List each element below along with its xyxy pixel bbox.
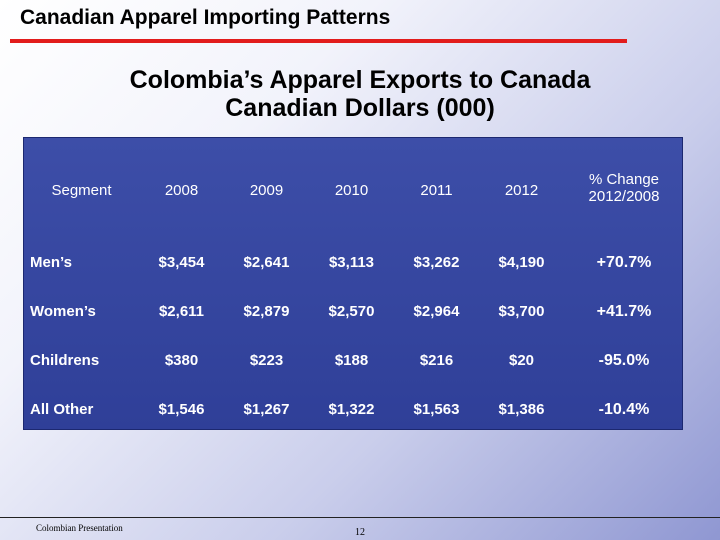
exports-table-panel: Segment 2008 2009 2010 2011 2012 % Chang… <box>23 137 683 430</box>
table-row: Women’s $2,611 $2,879 $2,570 $2,964 $3,7… <box>24 287 684 336</box>
cell-pct-change: -95.0% <box>598 351 650 369</box>
slide-subtitle: Colombia’s Apparel Exports to Canada Can… <box>0 66 720 122</box>
cell-value: $2,964 <box>413 303 460 320</box>
column-header-2011: 2011 <box>420 181 453 199</box>
cell-value: $1,322 <box>328 401 375 418</box>
footer-divider <box>0 517 720 518</box>
subtitle-line-1: Colombia’s Apparel Exports to Canada <box>129 66 591 94</box>
cell-value: $3,262 <box>413 254 460 271</box>
cell-value: $2,641 <box>243 254 290 271</box>
cell-value: $3,454 <box>158 254 205 271</box>
table-row: All Other $1,546 $1,267 $1,322 $1,563 $1… <box>24 385 684 434</box>
cell-pct-change: -10.4% <box>598 400 650 418</box>
row-label-womens: Women’s <box>30 303 96 320</box>
footer-presentation-label: Colombian Presentation <box>36 523 123 533</box>
cell-value: $3,700 <box>498 303 545 320</box>
cell-value: $1,386 <box>498 401 545 418</box>
exports-table: Segment 2008 2009 2010 2011 2012 % Chang… <box>24 138 684 434</box>
cell-value: $2,879 <box>243 303 290 320</box>
cell-value: $188 <box>334 352 369 369</box>
page-number: 12 <box>355 527 365 538</box>
cell-value: $3,113 <box>328 254 375 271</box>
row-label-childrens: Childrens <box>30 352 100 369</box>
column-header-2008: 2008 <box>164 181 199 199</box>
cell-value: $1,267 <box>243 401 290 418</box>
table-row: Men’s $3,454 $2,641 $3,113 $3,262 $4,190… <box>24 238 684 287</box>
cell-value: $380 <box>164 352 199 369</box>
table-row: Childrens $380 $223 $188 $216 $20 -95.0% <box>24 336 684 385</box>
column-header-pct-change: % Change 2012/2008 <box>588 171 660 205</box>
row-label-all-other: All Other <box>30 401 94 418</box>
table-header-row: Segment 2008 2009 2010 2011 2012 % Chang… <box>24 138 684 238</box>
column-header-2009: 2009 <box>249 181 284 199</box>
header-divider <box>10 39 627 43</box>
cell-value: $216 <box>419 352 454 369</box>
column-header-segment: Segment <box>51 181 112 199</box>
subtitle-line-2: Canadian Dollars (000) <box>225 94 495 122</box>
cell-value: $223 <box>249 352 284 369</box>
cell-pct-change: +70.7% <box>596 253 652 271</box>
cell-value: $1,546 <box>158 401 205 418</box>
column-header-2010: 2010 <box>334 181 369 199</box>
slide-header-title: Canadian Apparel Importing Patterns <box>20 6 391 29</box>
cell-value: $1,563 <box>413 401 460 418</box>
cell-value: $2,570 <box>328 303 375 320</box>
column-header-2012: 2012 <box>504 181 539 199</box>
cell-value: $20 <box>508 352 535 369</box>
row-label-mens: Men’s <box>30 254 72 271</box>
cell-pct-change: +41.7% <box>596 302 652 320</box>
cell-value: $2,611 <box>158 303 205 320</box>
cell-value: $4,190 <box>498 254 545 271</box>
